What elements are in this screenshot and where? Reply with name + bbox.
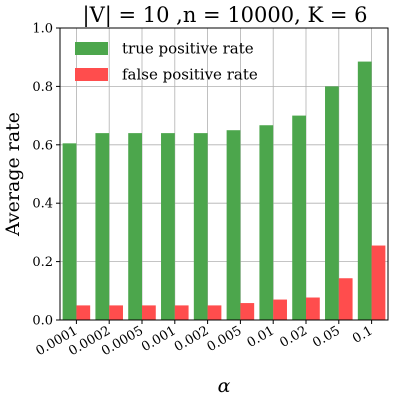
- y-tick-label: 0.0: [32, 314, 53, 329]
- bar-true-positive-rate: [95, 133, 110, 320]
- bar-false-positive-rate: [273, 299, 287, 320]
- x-tick-label: 0.1: [350, 323, 375, 346]
- bar-false-positive-rate: [338, 278, 353, 320]
- bar-false-positive-rate: [76, 305, 91, 320]
- x-tick-label: 0.05: [310, 323, 343, 350]
- y-tick-label: 0.2: [32, 255, 53, 270]
- legend-swatch: [75, 68, 108, 81]
- bar-true-positive-rate: [259, 125, 274, 321]
- x-tick-label: 0.001: [139, 323, 179, 355]
- bar-true-positive-rate: [62, 143, 77, 320]
- bars: [62, 61, 386, 321]
- y-axis: 0.0 0.2 0.4 0.6 0.8 1.0: [32, 22, 60, 329]
- x-tick-label: 0.01: [245, 323, 278, 350]
- bar-true-positive-rate: [226, 130, 241, 320]
- bar-true-positive-rate: [193, 133, 208, 320]
- x-tick-label: 0.002: [172, 323, 212, 355]
- bar-false-positive-rate: [109, 305, 123, 320]
- bar-true-positive-rate: [128, 133, 142, 320]
- y-tick-label: 0.8: [32, 80, 53, 95]
- plot-frame: [59, 27, 389, 321]
- x-axis-label: α: [218, 375, 231, 397]
- x-tick-label: 0.005: [205, 323, 245, 355]
- bar-false-positive-rate: [174, 305, 189, 320]
- bar-false-positive-rate: [207, 305, 222, 320]
- y-axis-label: Average rate: [2, 112, 24, 237]
- y-tick-label: 1.0: [32, 22, 53, 37]
- bar-true-positive-rate: [357, 61, 372, 321]
- bar-false-positive-rate: [142, 305, 156, 320]
- bar-false-positive-rate: [240, 303, 255, 320]
- legend-label: true positive rate: [122, 40, 254, 58]
- bar-false-positive-rate: [306, 297, 320, 320]
- bar-true-positive-rate: [161, 133, 175, 320]
- y-tick-label: 0.4: [32, 197, 53, 212]
- legend-label: false positive rate: [122, 66, 258, 84]
- bar-true-positive-rate: [325, 86, 339, 321]
- bar-true-positive-rate: [292, 115, 306, 320]
- legend: true positive rate false positive rate: [75, 40, 258, 84]
- y-tick-label: 0.6: [32, 138, 53, 153]
- x-tick-label: 0.02: [277, 323, 310, 350]
- bar-false-positive-rate: [371, 245, 386, 320]
- chart-title: |V| = 10 ,n = 10000, K = 6: [83, 3, 368, 28]
- legend-swatch: [75, 42, 108, 55]
